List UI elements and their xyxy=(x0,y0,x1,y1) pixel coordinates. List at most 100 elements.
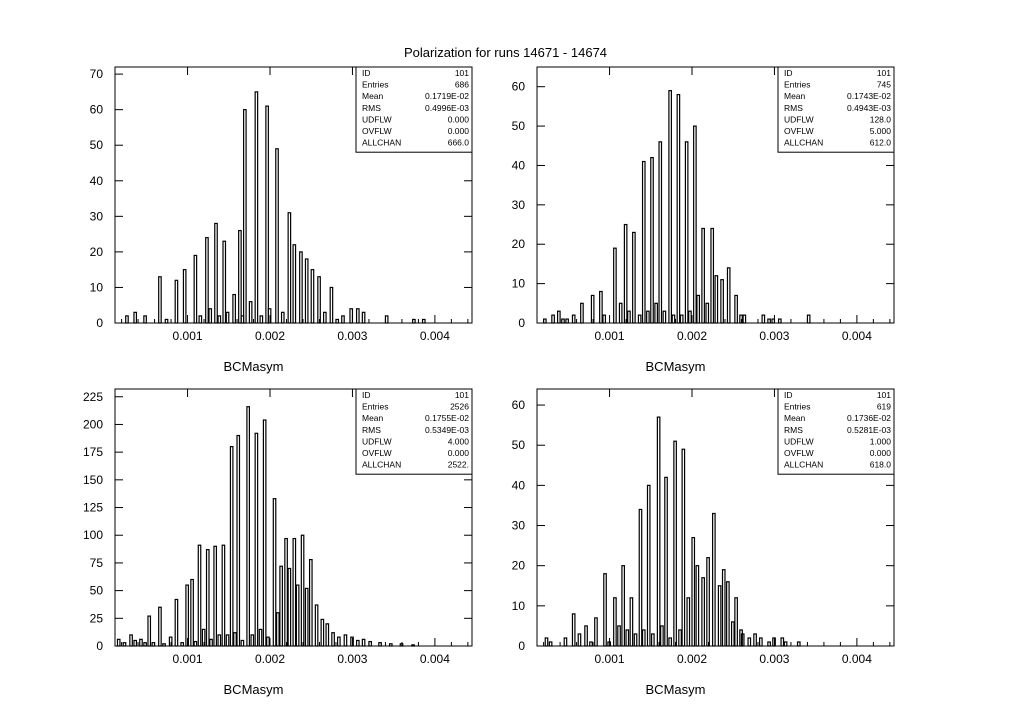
stats-value: 0.1743E-02 xyxy=(847,91,891,101)
x-tick-label: 0.004 xyxy=(420,652,450,666)
histogram-bin xyxy=(254,91,259,324)
histogram-bin xyxy=(563,637,568,647)
histogram-bin xyxy=(259,315,264,324)
histogram-bin xyxy=(322,311,327,324)
histogram-bin xyxy=(258,628,263,647)
histogram-bin xyxy=(225,311,230,324)
histogram-bin xyxy=(783,641,788,647)
stats-box xyxy=(355,388,473,475)
histogram-bin xyxy=(275,148,279,324)
histogram-bin xyxy=(208,308,213,324)
stats-label: ALLCHAN xyxy=(784,138,823,148)
histogram-bin xyxy=(292,537,297,647)
histogram-bin xyxy=(355,308,360,324)
x-tick-label: 0.002 xyxy=(255,652,285,666)
stats-box xyxy=(777,388,895,475)
panel-bottom-left: 0.001 0.002 0.003 0.004 0 25 50 75 100 125 150 175 2… xyxy=(83,388,473,697)
stats-label: Mean xyxy=(784,413,806,423)
histogram-bin xyxy=(658,141,663,324)
histogram-bin xyxy=(625,629,630,647)
y-tick-label: 60 xyxy=(90,103,104,117)
histogram-bin xyxy=(577,633,582,647)
histogram-bin xyxy=(544,637,549,647)
x-tick-label: 0.003 xyxy=(337,329,367,343)
histogram-bin xyxy=(603,573,607,647)
histogram-bin xyxy=(590,294,595,324)
histogram-bin xyxy=(717,585,722,647)
stats-value: 5.000 xyxy=(870,126,892,136)
histogram-bin xyxy=(412,318,416,324)
stats-label: Mean xyxy=(362,91,384,101)
histogram-bin xyxy=(726,581,730,647)
histogram-bin xyxy=(238,229,242,324)
histogram-bin xyxy=(671,314,676,324)
histogram-bin xyxy=(158,606,162,647)
histogram-bin xyxy=(633,633,638,647)
histogram-bin xyxy=(767,318,771,324)
histogram-bin xyxy=(304,258,309,324)
x-tick-label: 0.003 xyxy=(337,652,367,666)
histogram-bin xyxy=(300,534,305,647)
histogram-bin xyxy=(214,222,218,324)
histogram-bin xyxy=(641,160,646,324)
histogram-bin xyxy=(240,639,245,647)
stats-label: RMS xyxy=(784,103,803,113)
stats-value: 612.0 xyxy=(870,138,892,148)
histogram-bin xyxy=(571,314,576,324)
histogram-bin xyxy=(777,318,782,324)
x-axis-label: BCMasym xyxy=(646,682,706,697)
y-tick-label: 0 xyxy=(96,316,103,330)
panel-top-right: 0.001 0.002 0.003 0.004 0 10 20 30 40 50 60 BCMasym… xyxy=(512,66,895,374)
stats-label: ID xyxy=(362,68,371,78)
stats-label: ID xyxy=(362,390,371,400)
histogram-bin xyxy=(411,644,415,647)
histogram-bin xyxy=(696,294,701,324)
histogram-bin xyxy=(292,244,297,324)
x-tick-label: 0.004 xyxy=(842,652,872,666)
histogram-bin xyxy=(705,302,710,324)
stats-value: 0.1736E-02 xyxy=(847,413,891,423)
histogram-bin xyxy=(693,125,697,324)
histogram-bin xyxy=(262,419,267,647)
histogram-bin xyxy=(185,584,189,647)
stats-value: 101 xyxy=(455,390,469,400)
histogram-bin xyxy=(638,508,643,647)
histogram-bin xyxy=(197,544,202,647)
histogram-bin xyxy=(747,637,752,647)
histogram-bin xyxy=(266,636,270,647)
stats-label: OVFLW xyxy=(784,448,814,458)
histogram-bin xyxy=(599,290,603,324)
histogram-bin xyxy=(295,584,300,647)
x-tick-label: 0.002 xyxy=(677,329,707,343)
histogram-bin xyxy=(180,642,185,647)
histogram-bin xyxy=(721,569,726,647)
stats-value: 0.1755E-02 xyxy=(425,413,469,423)
histogram-bin xyxy=(565,318,569,324)
x-tick-label: 0.001 xyxy=(173,652,203,666)
histogram-bin xyxy=(613,247,617,324)
x-tick-label: 0.001 xyxy=(595,329,625,343)
histogram-bin xyxy=(143,315,147,324)
y-tick-label: 0 xyxy=(518,316,525,330)
stats-value: 0.5349E-03 xyxy=(425,425,469,435)
histogram-bin xyxy=(641,629,646,647)
histogram-bin xyxy=(571,613,576,647)
histogram-bin xyxy=(284,537,288,647)
histogram-bin xyxy=(388,643,393,647)
stats-value: 1.000 xyxy=(870,436,892,446)
histogram-bin xyxy=(304,587,309,647)
histogram-bin xyxy=(618,302,623,324)
stats-value: 0.5281E-03 xyxy=(847,425,891,435)
histogram-bin xyxy=(299,251,303,324)
y-tick-label: 175 xyxy=(83,445,103,459)
histogram-bin xyxy=(174,279,179,324)
histogram-bin xyxy=(246,406,250,647)
stats-value: 0.1719E-02 xyxy=(425,91,469,101)
histogram-bin xyxy=(759,637,763,647)
stats-value: 686 xyxy=(455,80,469,90)
stats-label: UDFLW xyxy=(362,114,392,124)
stats-label: ID xyxy=(784,390,793,400)
histogram-bin xyxy=(232,293,236,324)
stats-label: OVFLW xyxy=(362,448,392,458)
histogram-bin xyxy=(761,314,766,324)
